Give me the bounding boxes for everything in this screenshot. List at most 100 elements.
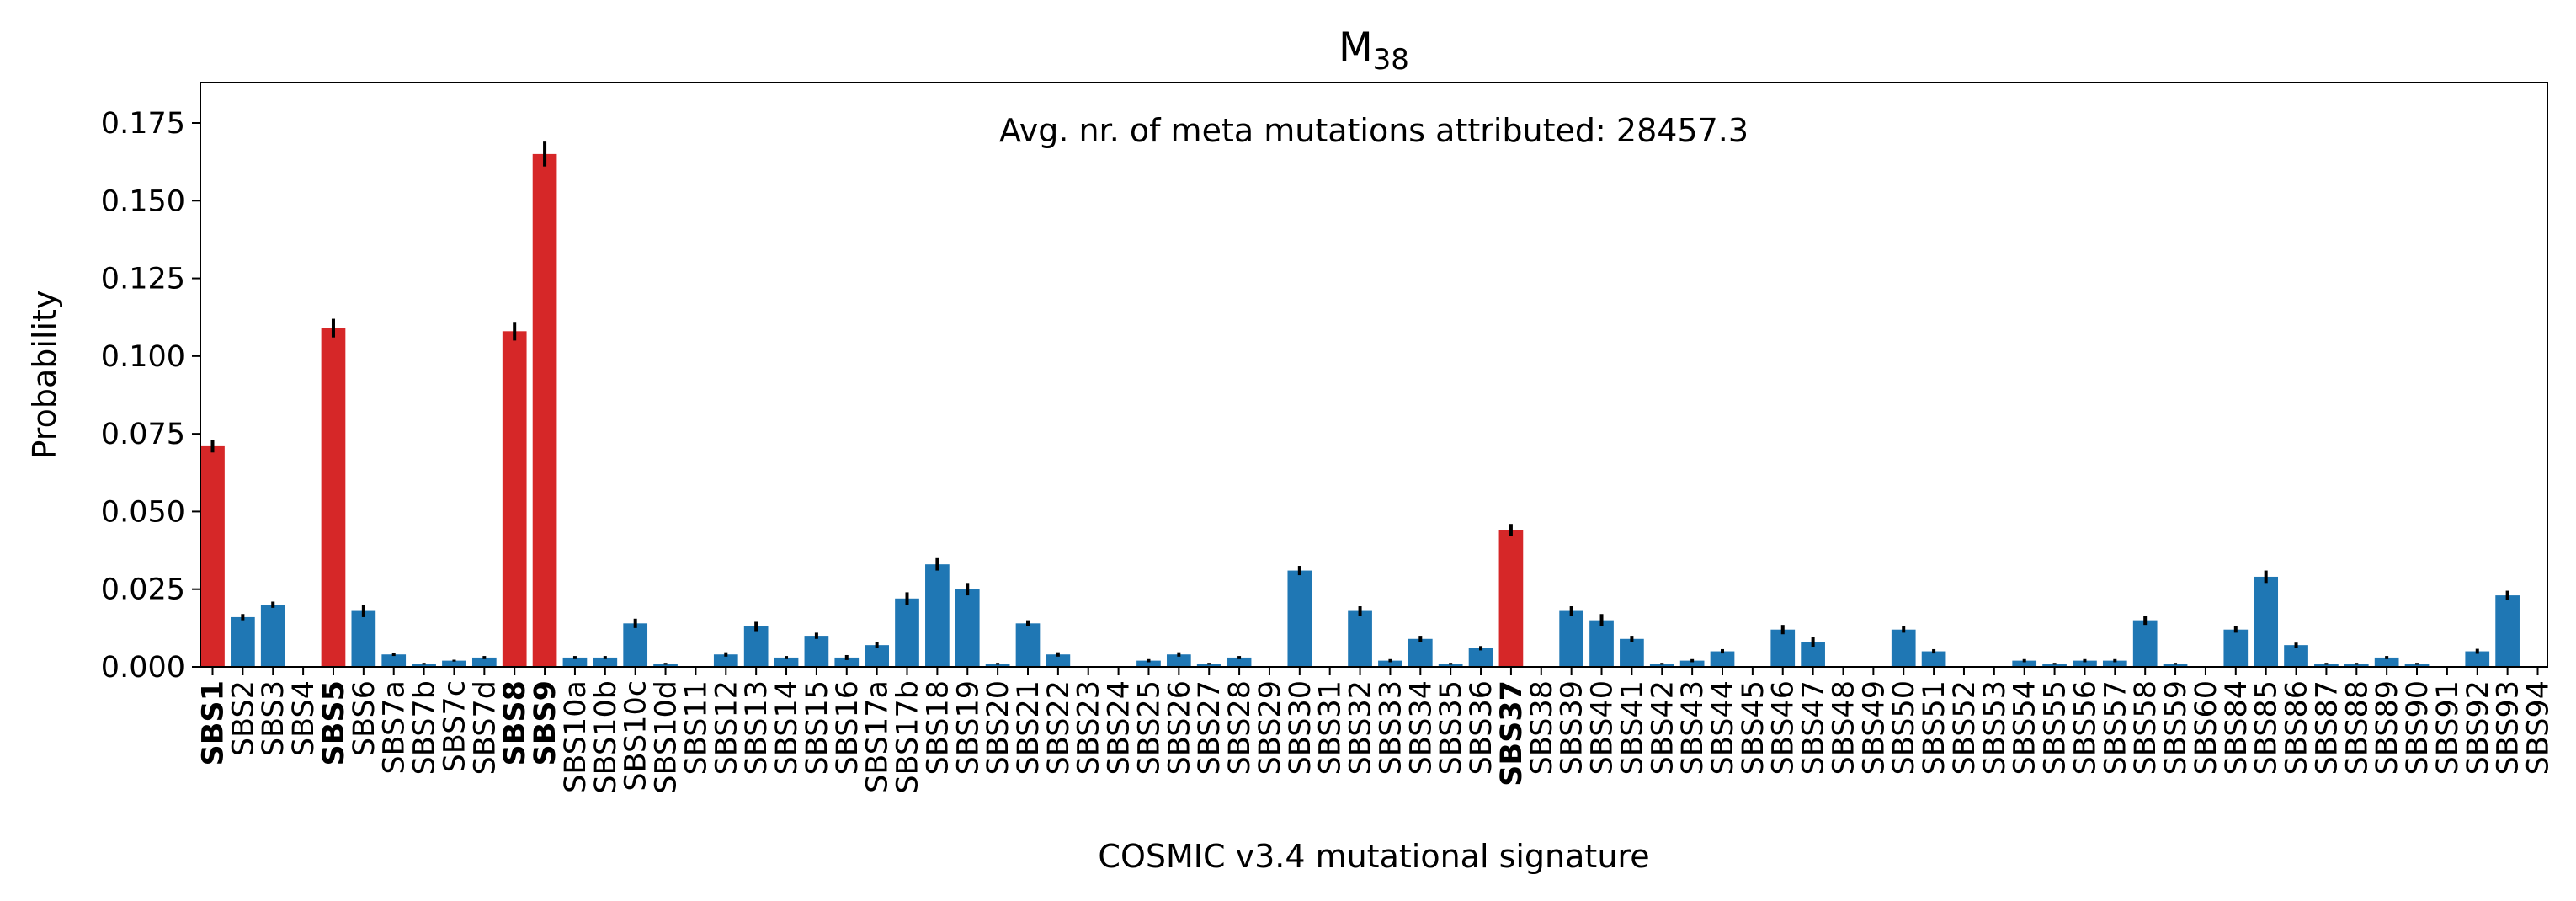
bar-sbs7b: [412, 664, 436, 667]
bar-sbs7a: [381, 654, 407, 667]
bar-sbs59: [2163, 664, 2188, 667]
bar-sbs7d: [471, 657, 497, 667]
bar-sbs37: [1498, 530, 1524, 667]
x-tick-label-sbs9: SBS9: [529, 680, 562, 765]
bar-sbs20: [985, 664, 1010, 667]
bar-sbs34: [1408, 638, 1433, 667]
x-axis-label: COSMIC v3.4 mutational signature: [1098, 838, 1649, 875]
x-tick-label-sbs24: SBS24: [1103, 680, 1136, 775]
bar-sbs19: [955, 589, 980, 667]
x-tick-label-sbs60: SBS60: [2190, 680, 2223, 775]
x-tick-label-sbs18: SBS18: [921, 680, 955, 775]
x-tick-label-sbs10d: SBS10d: [650, 680, 684, 794]
bar-sbs56: [2073, 660, 2097, 667]
bar-sbs10a: [562, 657, 588, 667]
bar-sbs87: [2314, 664, 2339, 667]
x-tick-label-sbs17a: SBS17a: [861, 680, 895, 793]
bar-sbs10d: [653, 664, 678, 667]
x-tick-label-sbs29: SBS29: [1253, 680, 1287, 775]
bar-sbs88: [2344, 664, 2369, 667]
x-tick-label-sbs40: SBS40: [1586, 680, 1620, 775]
x-tick-label-sbs58: SBS58: [2129, 680, 2163, 775]
x-tick-label-sbs85: SBS85: [2250, 680, 2284, 775]
x-tick-label-sbs37: SBS37: [1495, 680, 1529, 786]
x-tick-label-sbs21: SBS21: [1012, 680, 1046, 775]
bar-sbs18: [925, 564, 950, 667]
y-tick-label: 0.025: [101, 573, 185, 607]
bar-sbs10b: [593, 657, 618, 667]
x-tick-label-sbs28: SBS28: [1223, 680, 1257, 775]
x-tick-label-sbs59: SBS59: [2159, 680, 2193, 775]
bar-sbs30: [1287, 570, 1312, 667]
x-tick-label-sbs46: SBS46: [1767, 680, 1801, 775]
x-tick-label-sbs35: SBS35: [1434, 680, 1468, 775]
x-tick-label-sbs27: SBS27: [1193, 680, 1227, 775]
bar-sbs55: [2042, 664, 2067, 667]
x-tick-label-sbs84: SBS84: [2220, 680, 2254, 775]
bar-sbs27: [1196, 664, 1221, 667]
bar-sbs6: [351, 610, 376, 667]
bar-sbs12: [713, 654, 738, 667]
y-tick-label: 0.100: [101, 340, 185, 374]
bar-sbs89: [2374, 657, 2399, 667]
x-tick-label-sbs7b: SBS7b: [408, 680, 442, 775]
x-tick-label-sbs49: SBS49: [1857, 680, 1891, 775]
x-tick-label-sbs26: SBS26: [1163, 680, 1196, 775]
chart-title-main: M: [1339, 24, 1373, 71]
bar-sbs26: [1166, 654, 1191, 667]
y-tick-label: 0.000: [101, 651, 185, 685]
x-tick-label-sbs51: SBS51: [1918, 680, 1951, 775]
x-tick-label-sbs43: SBS43: [1676, 680, 1710, 775]
bar-sbs1: [200, 445, 225, 667]
bar-sbs46: [1770, 629, 1796, 667]
bars-group: [200, 141, 2520, 668]
bar-sbs21: [1015, 623, 1041, 667]
x-tick-label-sbs6: SBS6: [348, 680, 381, 756]
bar-sbs51: [1921, 651, 1946, 667]
x-tick-label-sbs5: SBS5: [317, 680, 351, 765]
x-tick-label-sbs19: SBS19: [951, 680, 985, 775]
bar-sbs39: [1559, 610, 1584, 667]
x-tick-label-sbs56: SBS56: [2068, 680, 2102, 775]
x-tick-label-sbs12: SBS12: [710, 680, 743, 775]
x-tick-label-sbs7d: SBS7d: [468, 680, 502, 775]
x-tick-label-sbs17b: SBS17b: [891, 680, 925, 794]
bar-sbs92: [2465, 651, 2490, 667]
bar-sbs2: [231, 616, 255, 667]
x-tick-label-sbs33: SBS33: [1374, 680, 1408, 775]
chart-title-subscript: 38: [1373, 43, 1409, 77]
bar-sbs15: [804, 636, 829, 667]
bar-sbs84: [2223, 629, 2249, 667]
bar-sbs42: [1649, 664, 1674, 667]
x-tick-label-sbs11: SBS11: [679, 680, 713, 775]
x-tick-label-sbs89: SBS89: [2371, 680, 2404, 775]
x-tick-label-sbs94: SBS94: [2522, 680, 2556, 775]
bar-sbs44: [1710, 651, 1735, 667]
x-tick-label-sbs4: SBS4: [287, 680, 321, 756]
x-tick-label-sbs41: SBS41: [1615, 680, 1649, 775]
bar-sbs90: [2404, 664, 2430, 667]
x-tick-label-sbs10b: SBS10b: [589, 680, 623, 794]
bar-sbs17a: [865, 645, 889, 667]
x-tick-label-sbs45: SBS45: [1737, 680, 1770, 775]
x-tick-label-sbs39: SBS39: [1556, 680, 1589, 775]
y-tick-label: 0.150: [101, 184, 185, 218]
x-tick-label-sbs3: SBS3: [257, 680, 290, 756]
bar-sbs54: [2012, 660, 2037, 667]
x-tick-label-sbs20: SBS20: [982, 680, 1015, 775]
x-tick-label-sbs47: SBS47: [1797, 680, 1831, 775]
bar-sbs93: [2495, 595, 2520, 667]
bar-sbs16: [834, 657, 860, 667]
chart-title: M38: [1339, 24, 1409, 77]
bar-sbs3: [260, 605, 285, 667]
x-tick-label-sbs91: SBS91: [2431, 680, 2465, 775]
bar-sbs17b: [895, 598, 919, 667]
bar-sbs57: [2102, 660, 2127, 667]
x-tick-label-sbs2: SBS2: [226, 680, 260, 756]
x-tick-label-sbs93: SBS93: [2492, 680, 2525, 775]
x-tick-label-sbs34: SBS34: [1404, 680, 1438, 775]
bar-sbs58: [2132, 620, 2158, 667]
bar-sbs41: [1620, 638, 1644, 667]
bar-sbs9: [532, 153, 557, 668]
